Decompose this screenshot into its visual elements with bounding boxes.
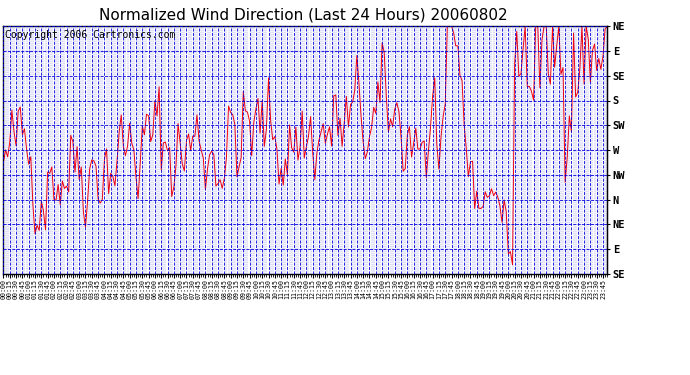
Text: Normalized Wind Direction (Last 24 Hours) 20060802: Normalized Wind Direction (Last 24 Hours…	[99, 8, 508, 22]
Text: Copyright 2006 Cartronics.com: Copyright 2006 Cartronics.com	[5, 30, 175, 40]
